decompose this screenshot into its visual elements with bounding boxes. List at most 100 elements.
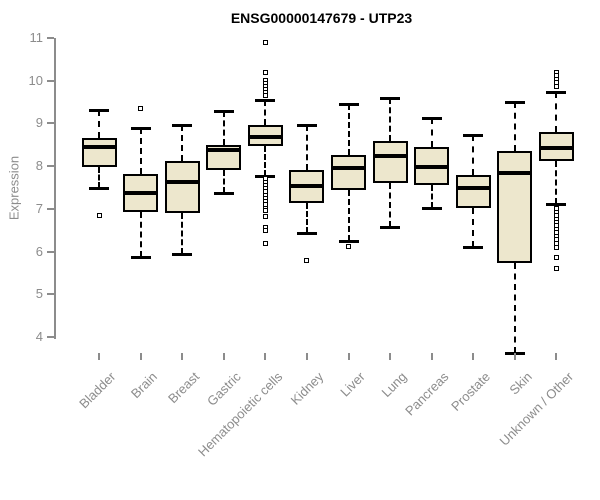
- lower-whisker: [305, 203, 308, 234]
- upper-whisker: [181, 124, 184, 162]
- y-axis-tick: [47, 336, 54, 338]
- x-axis-tick: [305, 353, 308, 360]
- upper-whisker-cap: [421, 116, 442, 120]
- y-axis-tick: [47, 293, 54, 296]
- lower-whisker-cap: [89, 187, 109, 191]
- lower-whisker: [98, 166, 100, 189]
- upper-whisker: [347, 104, 350, 155]
- chart-title: ENSG00000147679 - UTP23: [230, 10, 413, 26]
- upper-whisker-cap: [504, 101, 525, 105]
- lower-whisker: [472, 208, 475, 248]
- lower-whisker-cap: [296, 232, 317, 236]
- median-line: [455, 185, 491, 190]
- x-axis-label: Skin: [506, 369, 535, 398]
- x-axis-tick: [222, 353, 225, 360]
- upper-whisker: [222, 111, 225, 146]
- box-liver: [331, 154, 367, 191]
- lower-whisker: [347, 190, 350, 241]
- y-axis-line: [54, 38, 56, 339]
- median-line: [372, 154, 408, 159]
- x-axis-label: Bladder: [76, 369, 119, 412]
- median-line: [289, 184, 325, 189]
- x-axis-tick: [139, 353, 142, 360]
- median-line: [123, 191, 159, 196]
- lower-whisker-cap: [338, 239, 359, 243]
- box-lung: [372, 141, 408, 184]
- x-axis-tick: [389, 353, 392, 360]
- y-axis-tick-label: 7: [35, 200, 43, 216]
- box-prostate: [455, 174, 491, 208]
- upper-whisker-cap: [546, 91, 567, 95]
- y-axis-tick-label: 8: [35, 158, 43, 174]
- box-breast: [164, 161, 200, 214]
- median-line: [164, 179, 200, 184]
- median-line: [331, 166, 367, 171]
- x-axis-tick: [513, 353, 516, 360]
- outlier-point: [262, 240, 268, 246]
- upper-whisker: [513, 102, 516, 151]
- upper-whisker-cap: [89, 108, 109, 112]
- outlier-point: [553, 244, 559, 250]
- y-axis-tick-label: 9: [35, 115, 43, 131]
- upper-whisker-cap: [338, 103, 359, 107]
- lower-whisker: [181, 213, 184, 254]
- lower-whisker-cap: [172, 252, 193, 256]
- y-axis-tick: [47, 37, 54, 39]
- lower-whisker-cap: [380, 225, 401, 229]
- outlier-point: [553, 255, 559, 261]
- x-axis-tick: [98, 353, 100, 360]
- lower-whisker: [430, 184, 433, 208]
- outlier-point: [138, 105, 144, 111]
- x-axis-label: Lung: [378, 369, 410, 401]
- lower-whisker-cap: [130, 255, 151, 259]
- outlier-point: [262, 69, 268, 75]
- upper-whisker-cap: [296, 123, 317, 127]
- outlier-point: [304, 257, 310, 263]
- upper-whisker-cap: [380, 96, 401, 100]
- median-line: [81, 145, 117, 150]
- upper-whisker: [389, 97, 392, 142]
- lower-whisker-cap: [421, 207, 442, 210]
- y-axis-tick-label: 6: [35, 243, 43, 259]
- upper-whisker: [472, 134, 475, 175]
- y-axis-tick-label: 5: [35, 286, 43, 302]
- x-axis-tick: [430, 353, 433, 360]
- upper-whisker: [430, 117, 433, 148]
- lower-whisker: [222, 169, 225, 194]
- upper-whisker: [305, 124, 308, 170]
- upper-whisker: [139, 128, 142, 175]
- median-line: [497, 170, 533, 175]
- median-line: [206, 148, 242, 153]
- outlier-point: [262, 39, 268, 45]
- x-axis-tick: [181, 353, 184, 360]
- lower-whisker: [264, 146, 267, 177]
- upper-whisker-cap: [172, 123, 193, 127]
- x-axis-tick: [555, 353, 558, 360]
- median-line: [414, 165, 450, 170]
- x-axis-label: Prostate: [448, 369, 493, 414]
- x-axis-label: Unknown / Other: [496, 369, 577, 449]
- y-axis-tick-label: 10: [28, 72, 43, 88]
- outlier-point: [553, 266, 559, 272]
- box-bladder: [81, 137, 117, 167]
- x-axis-tick: [264, 353, 267, 360]
- lower-whisker-cap: [463, 246, 484, 250]
- outlier-point: [96, 212, 102, 218]
- y-axis-tick: [47, 250, 54, 253]
- box-skin: [497, 150, 533, 264]
- x-axis-label: Pancreas: [401, 369, 452, 419]
- outlier-point: [262, 208, 268, 214]
- x-axis-tick: [347, 353, 350, 360]
- outlier-point: [262, 227, 268, 233]
- x-axis-label: Gastric: [203, 369, 244, 409]
- median-line: [247, 134, 283, 139]
- lower-whisker: [139, 212, 142, 257]
- y-axis-tick: [47, 207, 54, 210]
- median-line: [538, 146, 574, 151]
- upper-whisker: [264, 99, 267, 125]
- outlier-point: [346, 243, 352, 249]
- upper-whisker: [555, 92, 558, 133]
- upper-whisker-cap: [213, 110, 234, 114]
- upper-whisker: [98, 109, 100, 138]
